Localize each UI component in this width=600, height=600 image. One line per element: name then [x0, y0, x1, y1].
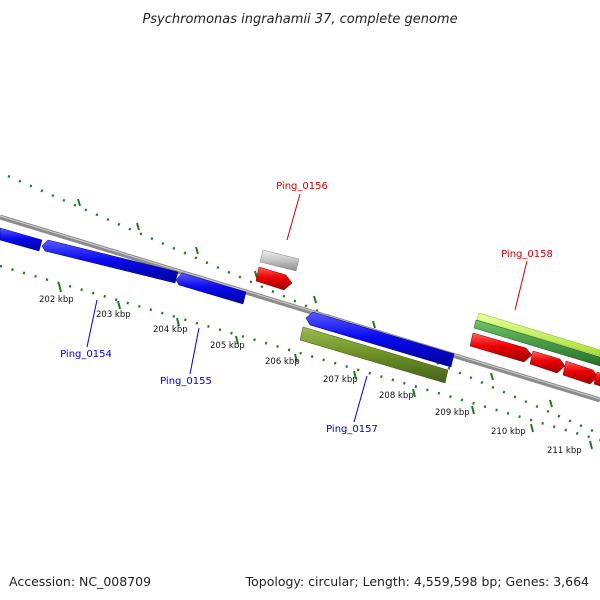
forward-major-ticks	[77, 198, 553, 408]
scale-label: 203 kbp	[96, 310, 131, 320]
scale-label: 204 kbp	[153, 325, 188, 335]
gene-label-ping-0154[interactable]: Ping_0154	[60, 349, 112, 360]
gene-label-ping-0158[interactable]: Ping_0158	[501, 249, 553, 260]
gene-ping-0154[interactable]	[41, 239, 179, 284]
gene-ping-0159[interactable]	[529, 350, 566, 374]
gene-ping-0153[interactable]	[0, 227, 43, 252]
gene-ping-0161[interactable]	[593, 371, 600, 387]
accession-text: Accession: NC_008709	[9, 574, 151, 589]
genome-summary-text: Topology: circular; Length: 4,559,598 bp…	[245, 574, 589, 589]
leader-ping-0154	[86, 299, 98, 348]
scale-label: 202 kbp	[39, 295, 74, 305]
gene-label-ping-0157[interactable]: Ping_0157	[326, 424, 378, 435]
leader-ping-0156	[286, 193, 301, 241]
scale-labels: 202 kbp 203 kbp 204 kbp 205 kbp 206 kbp …	[39, 295, 582, 456]
map-title: Psychromonas ingrahamii 37, complete gen…	[142, 12, 457, 27]
gene-ping-0158-cds[interactable]	[469, 332, 533, 363]
gene-ping-0156-cds[interactable]	[255, 266, 293, 291]
scale-label: 209 kbp	[435, 408, 470, 418]
gene-ping-0158-lime[interactable]	[476, 312, 600, 357]
gene-ping-0157b[interactable]	[299, 326, 449, 384]
leader-ping-0158	[514, 260, 528, 311]
genome-backbone	[0, 214, 600, 403]
leader-ping-0157	[353, 375, 368, 423]
gene-ping-0157[interactable]	[305, 311, 455, 368]
gene-ping-0156[interactable]	[259, 249, 300, 272]
scale-label: 208 kbp	[379, 391, 414, 401]
gene-label-ping-0155[interactable]: Ping_0155	[160, 376, 212, 387]
gene-ping-0158-green[interactable]	[473, 319, 600, 367]
gene-label-ping-0156[interactable]: Ping_0156	[276, 181, 328, 192]
scale-label: 206 kbp	[265, 357, 300, 367]
leader-ping-0155	[189, 327, 200, 375]
scale-label: 207 kbp	[323, 375, 358, 385]
forward-tick-track	[7, 174, 600, 436]
scale-label: 205 kbp	[210, 341, 245, 351]
gene-ping-0155[interactable]	[175, 272, 247, 305]
reverse-major-ticks	[58, 283, 593, 450]
scale-label: 210 kbp	[491, 427, 526, 437]
genome-backbone-highlight	[0, 215, 600, 400]
reverse-tick-track	[0, 264, 600, 442]
gene-ping-0160[interactable]	[562, 360, 599, 385]
scale-label: 211 kbp	[547, 446, 582, 456]
